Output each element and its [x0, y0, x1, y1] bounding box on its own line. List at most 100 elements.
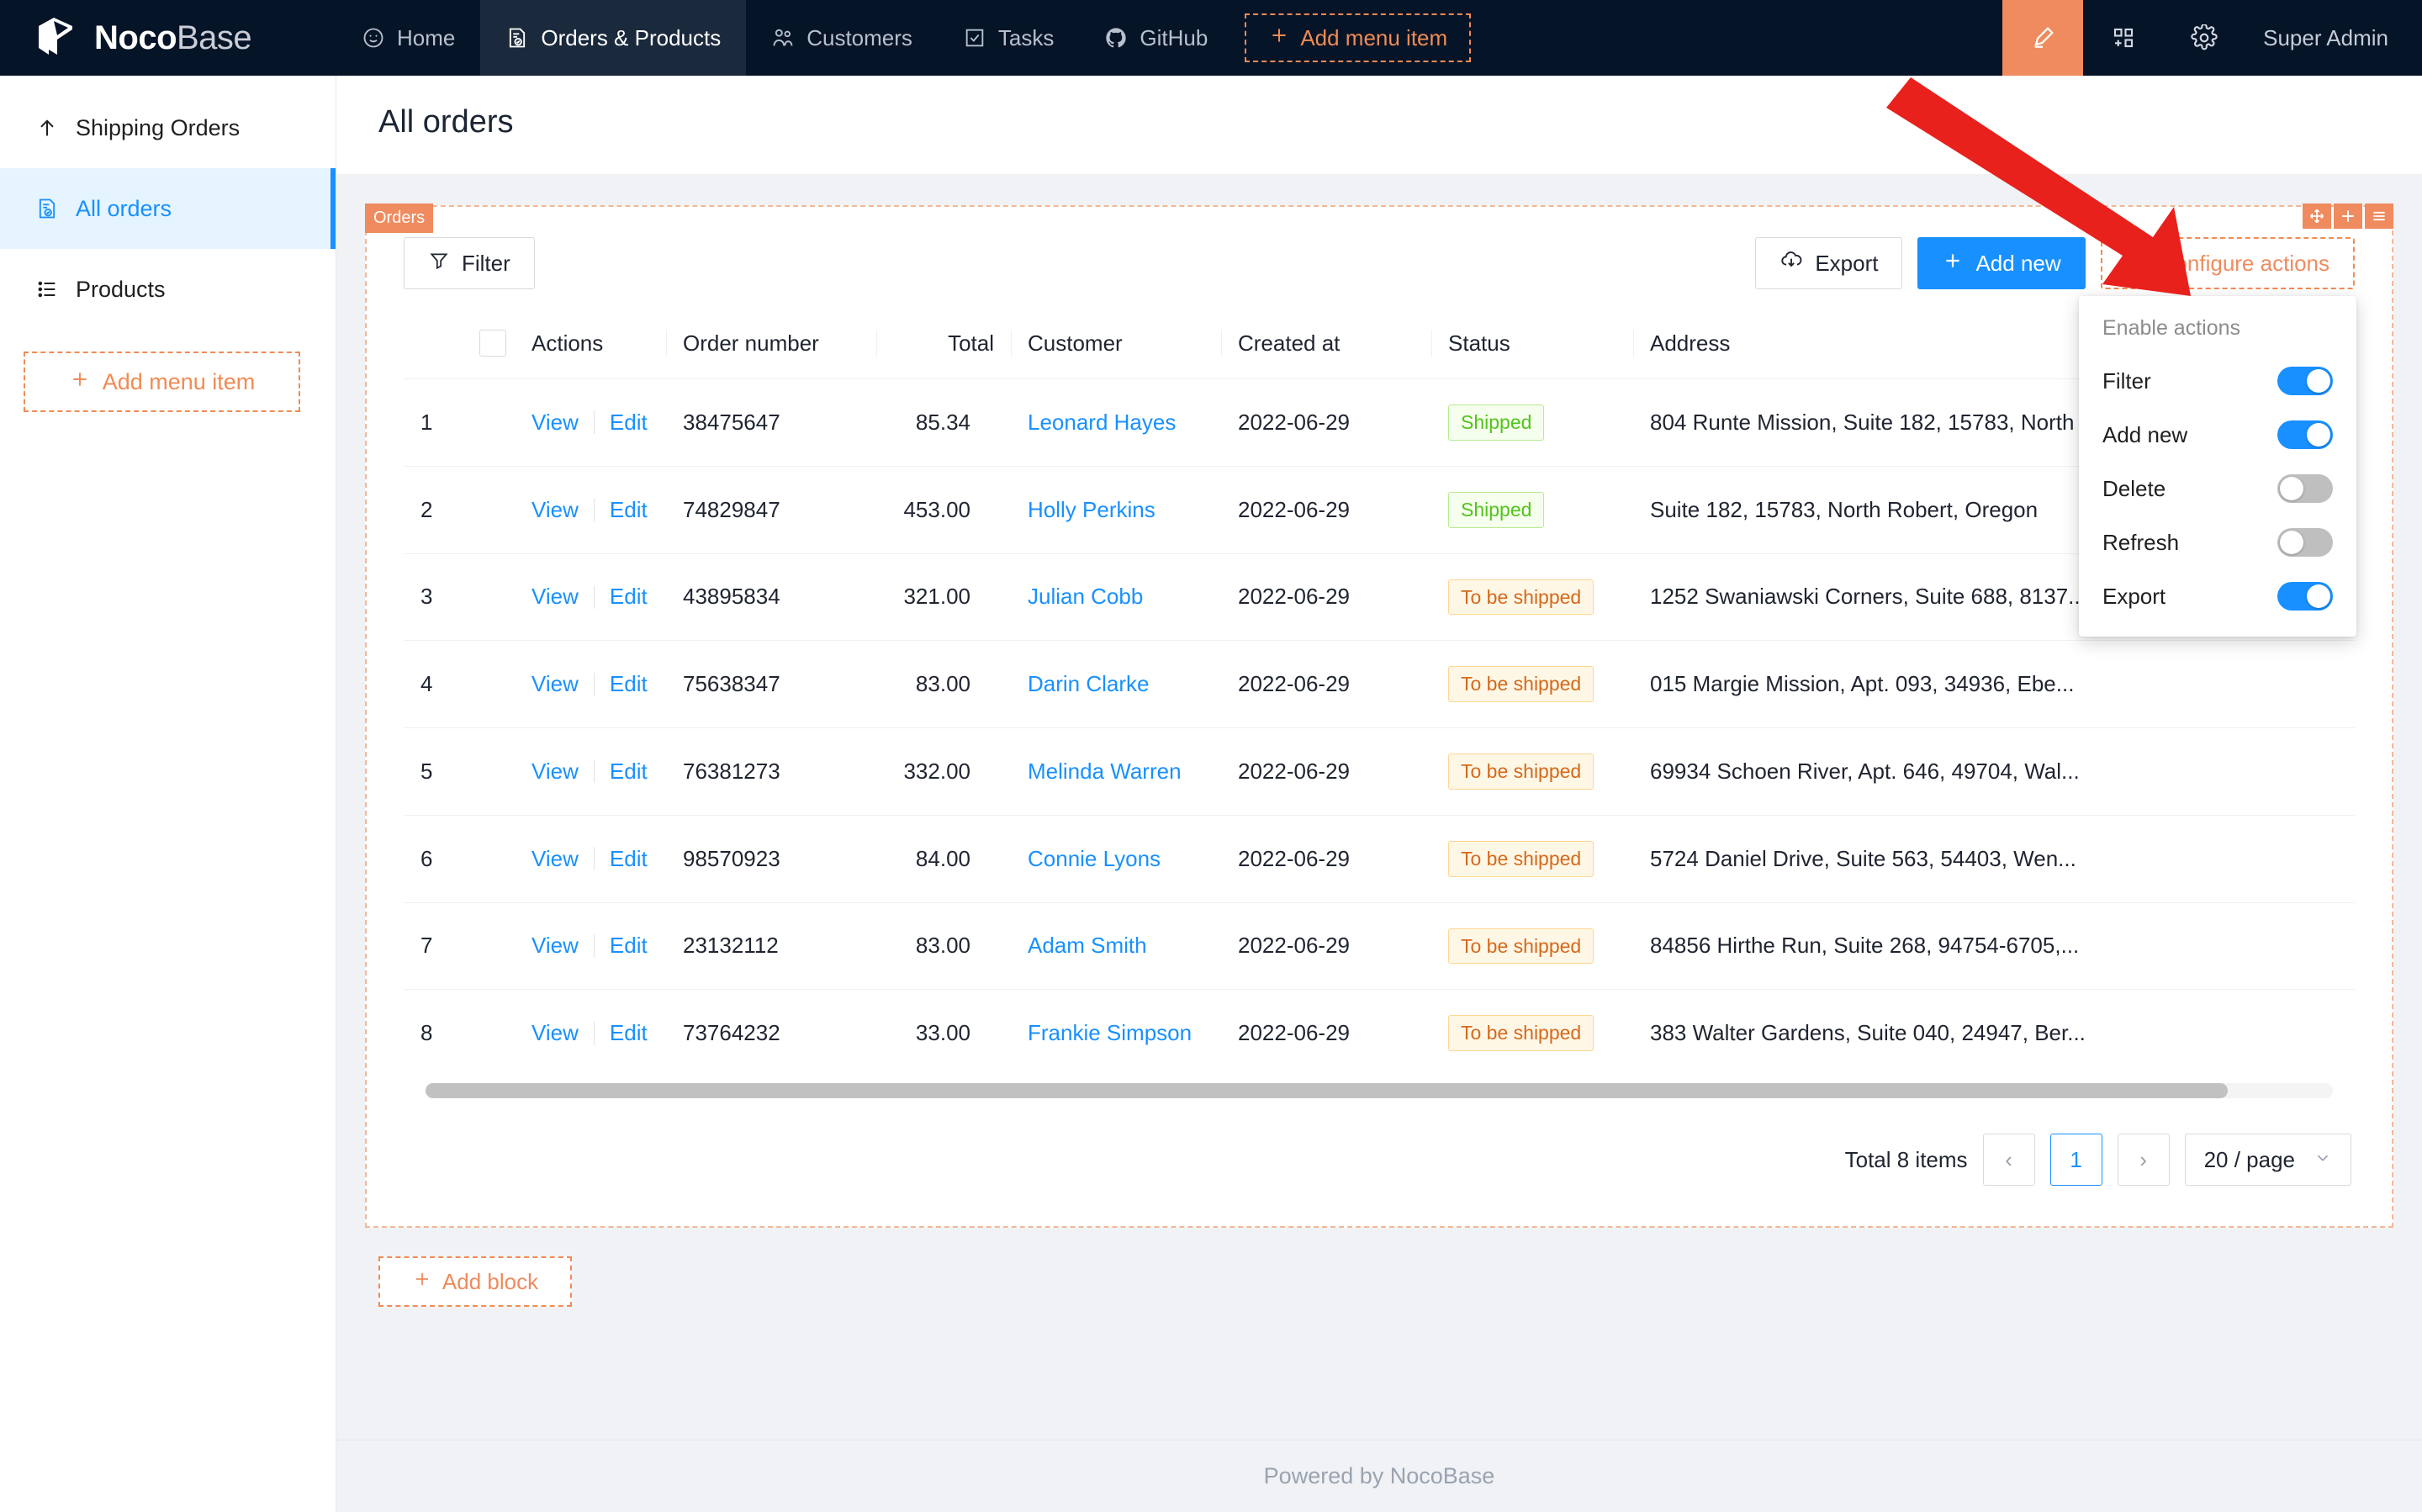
nav-item-orders-products-label: Orders & Products [541, 24, 722, 50]
customer-link[interactable]: Darin Clarke [1028, 671, 1150, 697]
status-badge: Shipped [1448, 404, 1545, 441]
edit-link[interactable]: Edit [609, 758, 648, 784]
header-customer: Customer [1011, 308, 1221, 379]
toggle-filter[interactable] [2277, 367, 2333, 395]
edit-link[interactable]: Edit [609, 409, 648, 435]
sidebar-item-shipping-orders-label: Shipping Orders [76, 114, 241, 140]
select-all-checkbox[interactable] [479, 330, 506, 357]
row-address: 5724 Daniel Drive, Suite 563, 54403, Wen… [1633, 815, 2355, 903]
user-menu[interactable]: Super Admin [2245, 0, 2422, 76]
nav-item-orders-products[interactable]: Orders & Products [480, 0, 747, 76]
toggle-add-new[interactable] [2277, 420, 2333, 449]
row-total: 321.00 [876, 553, 1011, 642]
edit-link[interactable]: Edit [609, 496, 648, 522]
sidebar-item-products[interactable]: Products [0, 249, 336, 330]
action-divider [593, 498, 595, 522]
sidebar-item-shipping-orders[interactable]: Shipping Orders [0, 87, 336, 168]
top-nav-right-area: Super Admin [2002, 0, 2422, 76]
row-total: 33.00 [915, 1020, 970, 1046]
row-created-at: 2022-06-29 [1221, 378, 1431, 467]
pagination-prev-button[interactable]: ‹ [1982, 1134, 2035, 1186]
table-horizontal-scrollbar[interactable] [426, 1083, 2333, 1098]
row-index: 8 [420, 1020, 433, 1046]
customer-link[interactable]: Julian Cobb [1028, 584, 1144, 610]
row-created-at: 2022-06-29 [1221, 727, 1431, 816]
toggle-knob [2307, 369, 2330, 393]
configure-actions-button-label: Configure actions [2159, 250, 2329, 276]
action-divider [593, 759, 595, 784]
brand-logo-area[interactable]: NocoBase [0, 0, 336, 76]
orders-table: Actions Order number Total Customer Crea… [404, 308, 2355, 1076]
enable-action-row-refresh[interactable]: Refresh [2079, 515, 2356, 569]
drag-move-icon[interactable] [2303, 204, 2331, 229]
view-link[interactable]: View [531, 758, 579, 784]
row-select-cell [463, 640, 515, 728]
configure-actions-button[interactable]: Configure actions [2100, 237, 2355, 289]
sidebar-item-all-orders[interactable]: All orders [0, 168, 336, 249]
nav-item-home[interactable]: Home [336, 0, 480, 76]
filter-button[interactable]: Filter [404, 237, 535, 289]
customer-link[interactable]: Melinda Warren [1028, 758, 1182, 784]
row-select-cell [463, 990, 515, 1076]
nav-item-tasks[interactable]: Tasks [938, 0, 1079, 76]
view-link[interactable]: View [531, 584, 579, 610]
view-link[interactable]: View [531, 1020, 579, 1046]
export-button[interactable]: Export [1755, 237, 1903, 289]
toggle-knob [2280, 531, 2303, 554]
sidebar-add-menu-item-label: Add menu item [102, 368, 256, 394]
add-new-button[interactable]: Add new [1917, 237, 2086, 289]
scrollbar-thumb[interactable] [426, 1083, 2229, 1098]
view-link[interactable]: View [531, 496, 579, 522]
plugin-grid-icon[interactable] [2083, 0, 2164, 76]
toggle-knob [2307, 423, 2330, 447]
view-link[interactable]: View [531, 845, 579, 871]
nav-item-customers[interactable]: Customers [746, 0, 938, 76]
nav-add-menu-item-button[interactable]: Add menu item [1245, 13, 1472, 62]
add-block-button[interactable]: Add block [378, 1256, 572, 1307]
nav-item-customers-label: Customers [806, 24, 912, 50]
block-action-toolbar: Filter Export [382, 220, 2377, 637]
nav-item-github[interactable]: GitHub [1079, 0, 1233, 76]
menu-hamburger-icon[interactable] [2365, 204, 2393, 229]
block-name-tag: Orders [365, 204, 434, 233]
customer-link[interactable]: Connie Lyons [1028, 845, 1161, 871]
toggle-export[interactable] [2277, 582, 2333, 611]
customer-link[interactable]: Holly Perkins [1028, 496, 1155, 522]
edit-link[interactable]: Edit [609, 845, 648, 871]
view-link[interactable]: View [531, 671, 579, 697]
enable-action-row-export[interactable]: Export [2079, 569, 2356, 623]
pagination-page-1[interactable]: 1 [2049, 1134, 2102, 1186]
enable-action-row-add-new[interactable]: Add new [2079, 408, 2356, 462]
enable-action-row-filter[interactable]: Filter [2079, 354, 2356, 408]
plus-icon[interactable] [2334, 204, 2362, 229]
row-index: 4 [404, 640, 463, 728]
table-row: 2 View Edit 74829847 453.00 Holly Perkins 2022… [404, 466, 2355, 554]
row-actions-cell: View Edit [515, 553, 666, 642]
edit-link[interactable]: Edit [609, 1020, 648, 1046]
customer-link[interactable]: Frankie Simpson [1028, 1020, 1192, 1046]
table-row: 1 View Edit 38475647 85.34 Leonard Hayes 2022-… [404, 378, 2355, 467]
pagination-next-button[interactable]: › [2117, 1134, 2170, 1186]
brand-part-two: Base [177, 19, 252, 56]
export-button-label: Export [1815, 250, 1879, 276]
enable-action-row-delete[interactable]: Delete [2079, 462, 2356, 515]
customer-link[interactable]: Leonard Hayes [1028, 409, 1177, 435]
highlight-pen-icon[interactable] [2002, 0, 2084, 76]
edit-link[interactable]: Edit [609, 671, 648, 697]
edit-link[interactable]: Edit [609, 584, 648, 610]
view-link[interactable]: View [531, 409, 579, 435]
sidebar-add-menu-item-button[interactable]: Add menu item [24, 352, 300, 412]
pagination-page-size-select[interactable]: 20 / page [2184, 1134, 2351, 1186]
row-address: 84856 Hirthe Run, Suite 268, 94754-6705,… [1633, 902, 2355, 991]
row-index: 6 [404, 815, 463, 903]
arrow-up-icon [35, 116, 59, 140]
gear-icon[interactable] [2164, 0, 2245, 76]
action-divider [593, 584, 595, 609]
customer-link[interactable]: Adam Smith [1028, 933, 1147, 959]
edit-link[interactable]: Edit [609, 933, 648, 959]
toggle-delete[interactable] [2277, 474, 2333, 503]
view-link[interactable]: View [531, 933, 579, 959]
order-doc-icon [505, 26, 529, 50]
row-status: To be shipped [1431, 727, 1633, 816]
toggle-refresh[interactable] [2277, 528, 2333, 557]
